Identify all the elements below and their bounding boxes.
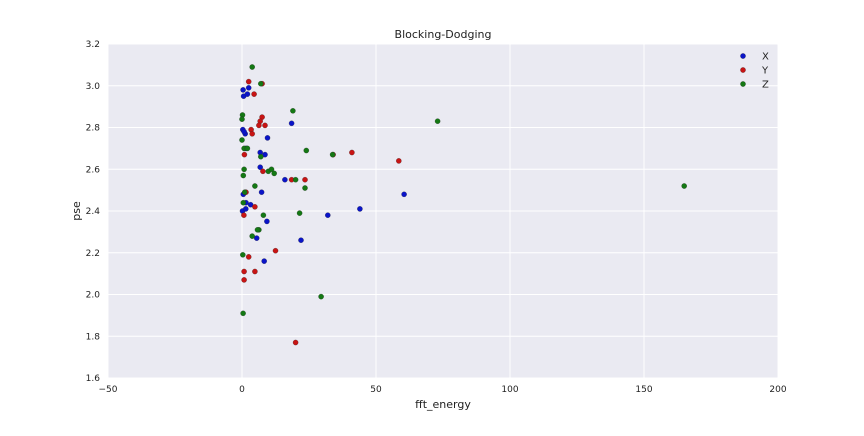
data-point-y: [262, 122, 268, 129]
legend-label: X: [762, 52, 769, 63]
data-point-z: [434, 118, 441, 124]
data-point-z: [260, 212, 267, 218]
data-point-y: [256, 122, 262, 129]
data-point-z: [240, 199, 247, 206]
data-point-z: [302, 185, 308, 191]
data-point-y: [292, 339, 299, 346]
data-point-y: [245, 254, 252, 260]
data-point-x: [261, 258, 267, 264]
data-point-y: [260, 168, 266, 175]
data-point-z: [258, 153, 264, 160]
data-point-z: [292, 176, 299, 183]
data-point-x: [244, 91, 251, 97]
data-point-z: [239, 137, 245, 143]
data-point-x: [258, 189, 265, 195]
legend-label: Y: [761, 66, 769, 77]
data-point-x: [401, 191, 407, 198]
legend-marker: [740, 67, 746, 73]
data-point-z: [290, 108, 296, 114]
data-point-z: [296, 210, 303, 216]
data-point-y: [252, 204, 258, 210]
legend-marker: [740, 81, 746, 87]
data-point-x: [288, 120, 295, 127]
data-point-z: [258, 80, 264, 87]
data-point-x: [325, 212, 331, 218]
data-point-y: [241, 277, 247, 283]
y-tick-label: 1.6: [86, 374, 101, 384]
y-axis-label: pse: [70, 201, 83, 221]
data-point-z: [240, 172, 247, 179]
data-point-z: [271, 170, 277, 177]
y-tick-label: 2.8: [86, 124, 101, 134]
data-point-z: [318, 293, 324, 300]
legend: XYZ: [740, 52, 769, 91]
data-point-z: [240, 310, 246, 317]
data-point-x: [240, 87, 246, 93]
y-tick-label: 2.6: [86, 165, 101, 175]
data-point-y: [272, 247, 279, 254]
data-point-z: [329, 151, 336, 158]
y-tick-label: 2.0: [86, 291, 101, 301]
data-point-y: [349, 149, 355, 156]
data-point-x: [264, 218, 270, 225]
x-tick-label: −50: [99, 385, 118, 395]
x-tick-label: 200: [769, 385, 786, 395]
data-point-x: [264, 135, 271, 141]
legend-marker: [740, 53, 746, 59]
data-point-z: [303, 147, 310, 154]
data-point-z: [240, 252, 246, 258]
data-point-y: [245, 78, 252, 85]
data-point-x: [245, 85, 252, 91]
data-point-x: [357, 206, 363, 212]
data-point-z: [244, 145, 251, 152]
x-tick-label: 100: [501, 385, 518, 395]
legend-item-x: X: [740, 52, 769, 63]
chart-title: Blocking-Dodging: [395, 28, 492, 41]
data-point-z: [249, 233, 255, 239]
data-point-x: [282, 176, 288, 183]
y-tick-label: 2.2: [86, 249, 100, 259]
legend-label: Z: [762, 80, 769, 91]
tick-labels: −50 0 50 100 150 200 1.6 1.8 2.0 2.2 2.4 2.6 2.8 3.0 3…: [86, 40, 787, 395]
data-point-x: [257, 164, 263, 170]
data-point-z: [241, 189, 248, 195]
x-tick-label: 0: [239, 385, 245, 395]
data-point-x: [241, 128, 247, 135]
y-tick-label: 3.0: [86, 82, 101, 92]
data-point-y: [249, 131, 255, 137]
data-point-y: [396, 158, 402, 164]
legend-item-z: Z: [740, 80, 769, 91]
data-point-y: [251, 91, 257, 97]
x-tick-label: 150: [635, 385, 652, 395]
data-point-z: [268, 166, 275, 173]
data-point-x: [243, 206, 249, 212]
data-point-x: [253, 235, 260, 241]
data-point-z: [249, 64, 255, 70]
data-point-y: [302, 176, 308, 183]
data-point-z: [681, 183, 687, 189]
data-point-y: [241, 151, 248, 158]
data-point-y: [241, 212, 247, 218]
x-axis-label: fft_energy: [415, 398, 471, 411]
legend-item-y: Y: [740, 66, 769, 77]
data-point-z: [239, 116, 245, 122]
data-points: [239, 64, 687, 346]
data-point-x: [298, 237, 304, 243]
data-point-y: [241, 268, 247, 275]
y-tick-label: 1.8: [86, 332, 101, 342]
data-point-z: [252, 183, 258, 189]
y-tick-label: 2.4: [86, 207, 101, 217]
data-point-y: [252, 268, 258, 275]
x-tick-label: 50: [370, 385, 382, 395]
data-point-z: [254, 227, 261, 233]
y-tick-label: 3.2: [86, 40, 100, 50]
grid: [107, 43, 779, 379]
data-point-z: [241, 166, 247, 173]
